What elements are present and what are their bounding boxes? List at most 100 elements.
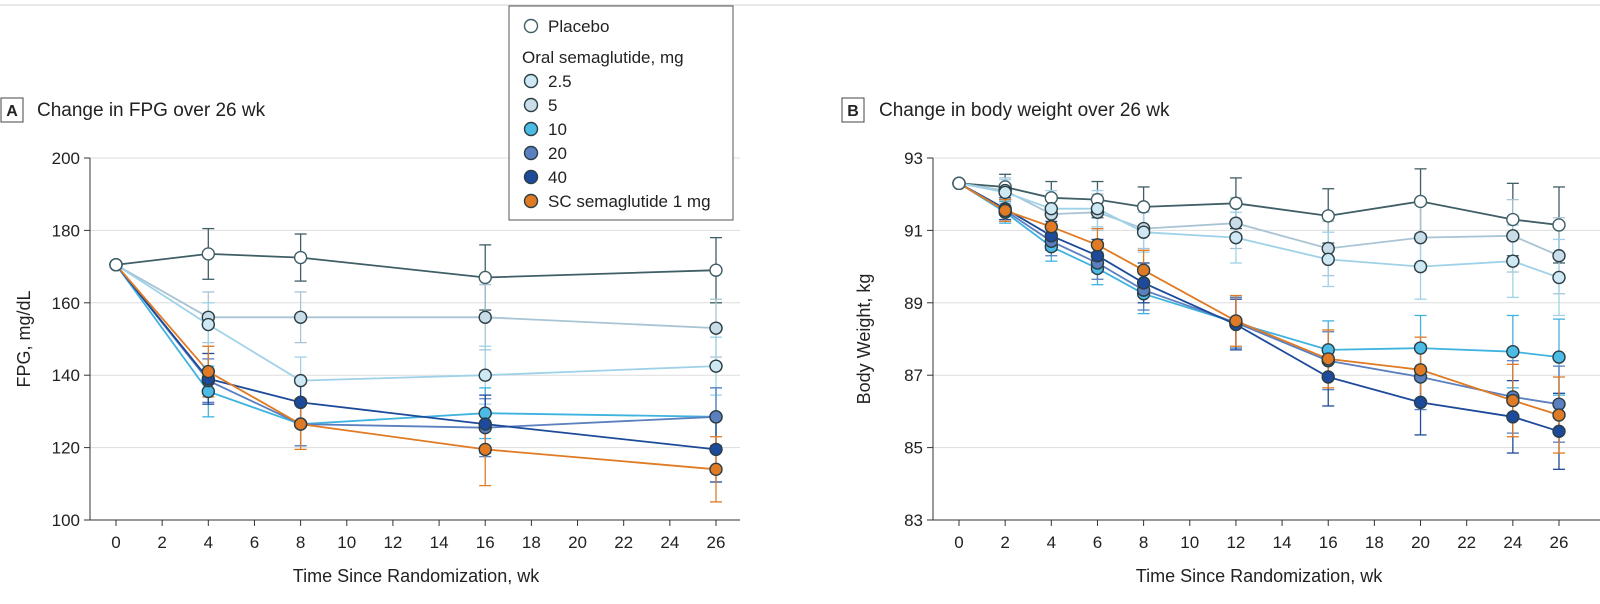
y-axis-label: FPG, mg/dL bbox=[14, 290, 34, 387]
point-d40 bbox=[709, 442, 723, 457]
legend-box bbox=[508, 5, 734, 221]
series-line-d10 bbox=[115, 264, 717, 426]
point-sc bbox=[201, 364, 216, 379]
point-placebo bbox=[293, 250, 308, 265]
x-tick-label: 8 bbox=[1139, 533, 1148, 552]
y-tick-label: 120 bbox=[52, 439, 80, 458]
legend-marker-sc bbox=[523, 193, 539, 209]
x-tick-label: 0 bbox=[954, 533, 963, 552]
x-tick-label: 18 bbox=[522, 533, 541, 552]
series-line-d10 bbox=[958, 182, 1560, 358]
point-sc bbox=[952, 176, 966, 191]
x-tick-label: 26 bbox=[1550, 533, 1569, 552]
x-tick-label: 18 bbox=[1365, 533, 1384, 552]
point-d5 bbox=[1506, 229, 1520, 243]
point-sc bbox=[709, 462, 723, 477]
y-tick-label: 140 bbox=[52, 366, 80, 385]
point-d5 bbox=[1229, 216, 1243, 230]
y-tick-label: 200 bbox=[52, 149, 80, 168]
x-tick-label: 14 bbox=[1273, 533, 1292, 552]
point-placebo bbox=[1321, 209, 1335, 223]
panel-b-letter: B bbox=[847, 103, 859, 120]
point-sc bbox=[1229, 314, 1243, 328]
panel-b-letter-box bbox=[841, 97, 865, 123]
legend-label-sc: SC semaglutide 1 mg bbox=[548, 192, 711, 211]
point-d40 bbox=[1136, 276, 1151, 290]
legend-label-placebo: Placebo bbox=[548, 17, 609, 36]
point-placebo bbox=[478, 270, 492, 285]
point-d5 bbox=[293, 310, 308, 324]
legend-marker-d2_5 bbox=[523, 73, 539, 89]
legend-marker-d40 bbox=[523, 169, 539, 185]
series-line-d5 bbox=[958, 182, 1560, 257]
point-d2_5 bbox=[1552, 270, 1566, 285]
y-tick-label: 89 bbox=[904, 294, 923, 313]
y-tick-label: 87 bbox=[904, 366, 923, 385]
y-tick-label: 83 bbox=[904, 511, 923, 530]
x-tick-label: 12 bbox=[1226, 533, 1245, 552]
x-tick-label: 24 bbox=[660, 533, 679, 552]
panel-a-title: Change in FPG over 26 wk bbox=[37, 100, 266, 121]
x-tick-label: 6 bbox=[1093, 533, 1102, 552]
point-sc bbox=[1413, 363, 1428, 377]
x-tick-label: 26 bbox=[707, 533, 726, 552]
point-placebo bbox=[709, 263, 723, 277]
y-tick-label: 91 bbox=[904, 221, 923, 240]
point-d40 bbox=[1413, 395, 1428, 410]
legend: Oral semaglutide, mg Placebo 2.5 5 10 20 40 SC… bbox=[508, 5, 734, 221]
point-sc bbox=[1506, 393, 1520, 408]
point-d40 bbox=[1552, 424, 1566, 439]
point-d2_5 bbox=[1506, 254, 1520, 268]
series-line-sc bbox=[958, 182, 1560, 416]
x-axis-label: Time Since Randomization, wk bbox=[293, 566, 540, 586]
point-d10 bbox=[1413, 341, 1428, 355]
x-tick-label: 20 bbox=[568, 533, 587, 552]
point-sc bbox=[1136, 263, 1151, 277]
series-points bbox=[952, 176, 1566, 439]
x-tick-label: 14 bbox=[430, 533, 449, 552]
legend-marker-d20 bbox=[523, 145, 539, 161]
point-d40 bbox=[478, 417, 492, 431]
x-tick-label: 2 bbox=[157, 533, 166, 552]
x-tick-label: 4 bbox=[204, 533, 213, 552]
series-error-bars bbox=[202, 227, 722, 503]
point-sc bbox=[1044, 220, 1059, 234]
legend-marker-d5 bbox=[523, 97, 539, 113]
legend-oral-group-label: Oral semaglutide, mg bbox=[522, 48, 684, 67]
legend-label-d5: 5 bbox=[548, 96, 557, 115]
legend-label-d10: 10 bbox=[548, 120, 567, 139]
point-d5 bbox=[1413, 230, 1428, 245]
point-d2_5 bbox=[709, 359, 723, 373]
point-d2_5 bbox=[478, 368, 492, 382]
point-d20 bbox=[709, 410, 723, 424]
point-d40 bbox=[1321, 370, 1335, 384]
point-d5 bbox=[709, 321, 723, 335]
point-sc bbox=[109, 258, 123, 272]
point-sc bbox=[293, 417, 308, 431]
x-tick-label: 20 bbox=[1411, 533, 1430, 552]
point-placebo bbox=[1552, 218, 1566, 232]
point-sc bbox=[478, 442, 492, 457]
x-tick-label: 8 bbox=[296, 533, 305, 552]
point-d2_5 bbox=[1229, 230, 1243, 245]
point-d2_5 bbox=[1136, 225, 1151, 239]
y-tick-label: 180 bbox=[52, 221, 80, 240]
point-d40 bbox=[1506, 410, 1520, 424]
point-sc bbox=[1552, 408, 1566, 422]
point-d2_5 bbox=[998, 185, 1012, 200]
point-placebo bbox=[1506, 212, 1520, 227]
y-tick-label: 85 bbox=[904, 439, 923, 458]
point-d2_5 bbox=[293, 373, 308, 388]
series-line-d2_5 bbox=[958, 182, 1560, 279]
point-d10 bbox=[1552, 350, 1566, 364]
series-line-placebo bbox=[958, 182, 1560, 226]
x-tick-label: 10 bbox=[337, 533, 356, 552]
x-tick-label: 6 bbox=[250, 533, 259, 552]
x-tick-label: 10 bbox=[1180, 533, 1199, 552]
x-tick-label: 2 bbox=[1000, 533, 1009, 552]
x-tick-label: 16 bbox=[476, 533, 495, 552]
panel-b-header: B Change in body weight over 26 wk bbox=[841, 97, 1170, 123]
series-lines bbox=[115, 252, 717, 471]
